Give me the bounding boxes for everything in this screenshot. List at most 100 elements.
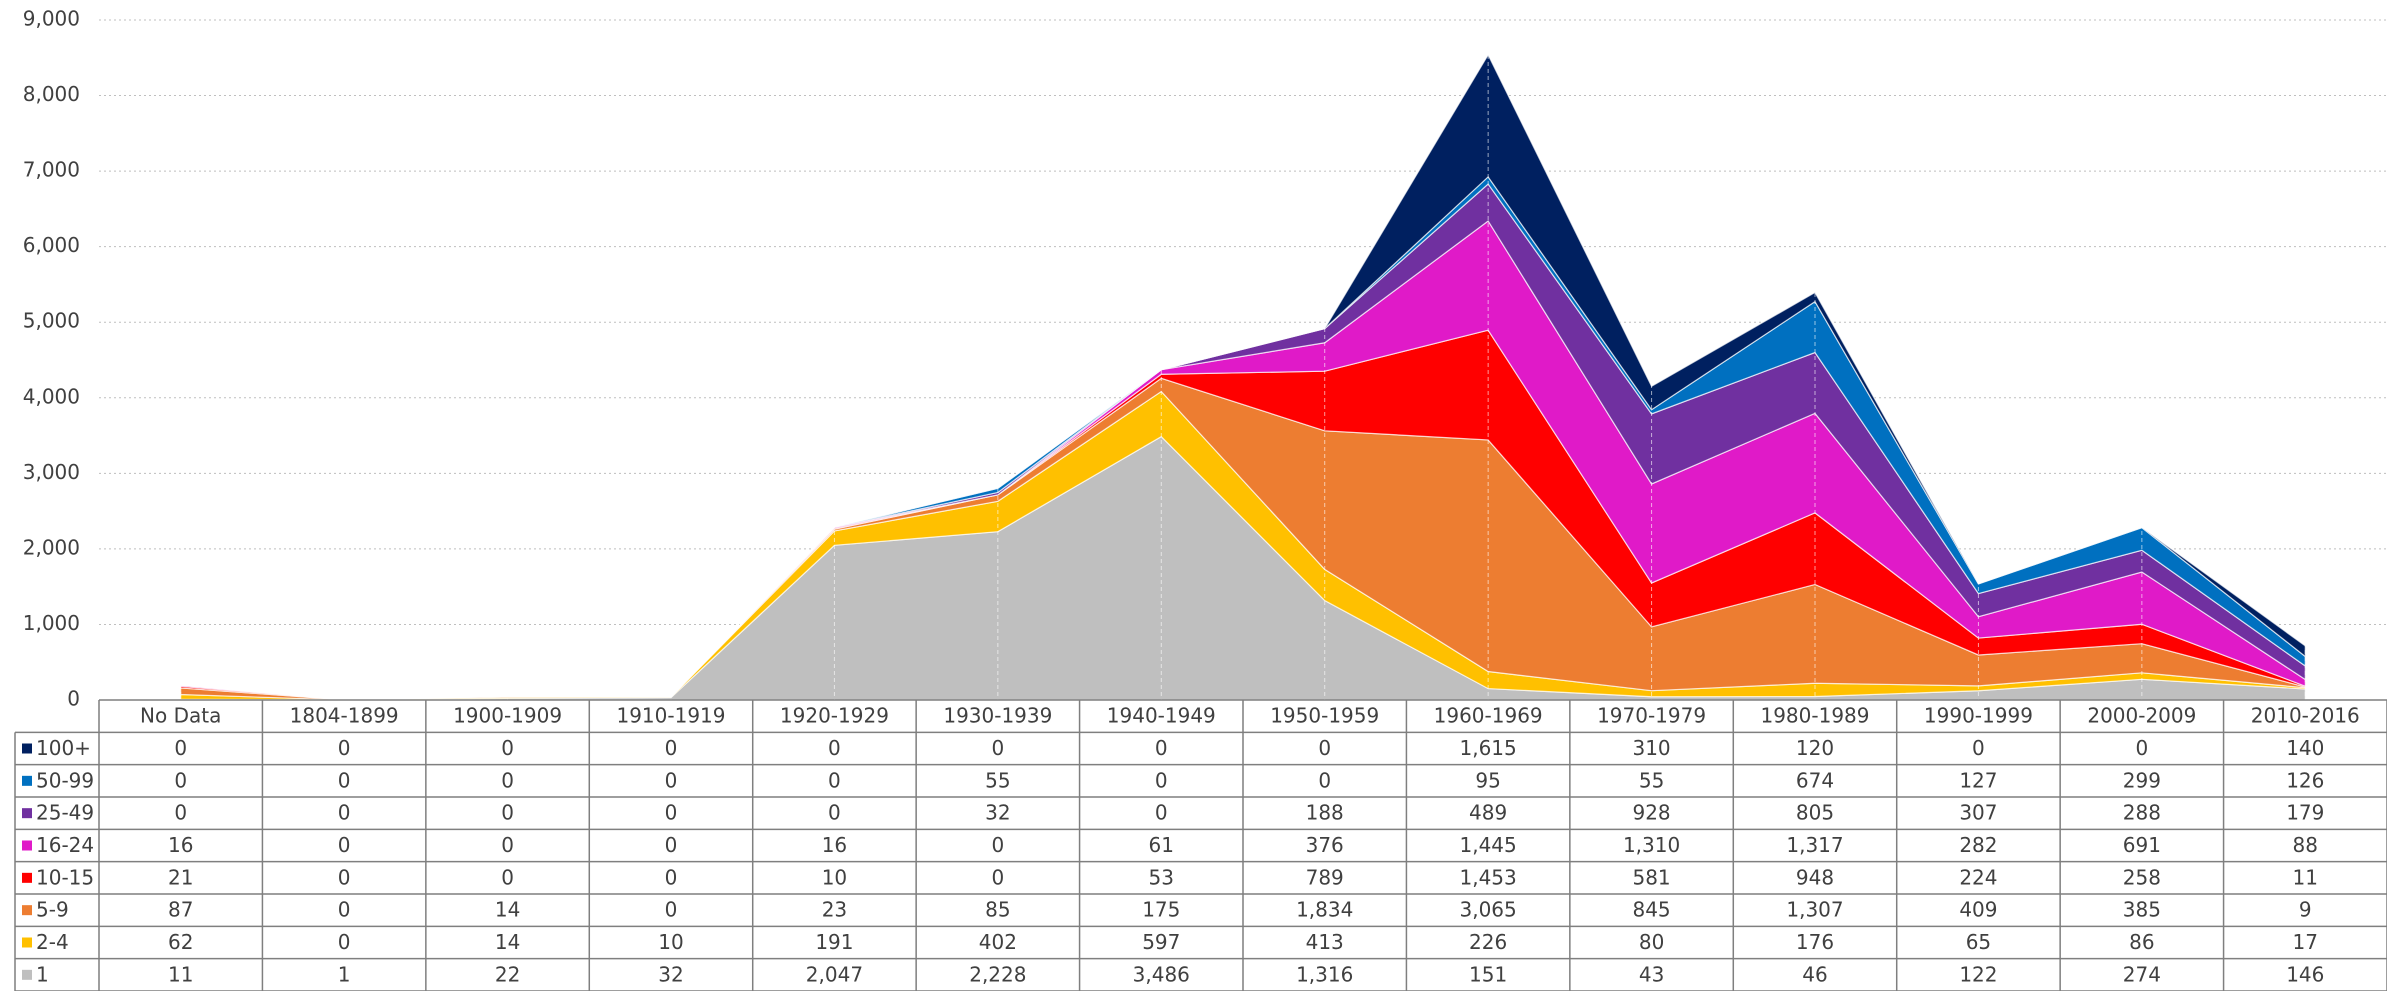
table-value: 597	[1142, 930, 1180, 954]
x-tick-label: 1804-1899	[290, 704, 399, 728]
table-value: 11	[168, 962, 193, 986]
table-value: 21	[168, 865, 193, 889]
table-value: 0	[828, 801, 841, 825]
table-value: 175	[1142, 898, 1180, 922]
legend-key	[22, 969, 32, 980]
table-value: 489	[1469, 801, 1507, 825]
table-value: 0	[1318, 768, 1331, 792]
legend-key	[22, 808, 32, 819]
table-value: 1,453	[1460, 865, 1517, 889]
table-value: 0	[665, 768, 678, 792]
y-tick-label: 4,000	[23, 384, 80, 408]
legend-label: 25-49	[36, 801, 94, 825]
table-value: 11	[2293, 865, 2318, 889]
table-value: 2,228	[969, 962, 1026, 986]
x-tick-label: 1930-1939	[943, 704, 1052, 728]
x-tick-label: 1900-1909	[453, 704, 562, 728]
y-tick-label: 2,000	[23, 535, 80, 559]
table-value: 191	[815, 930, 853, 954]
table-value: 61	[1149, 833, 1174, 857]
table-value: 10	[658, 930, 683, 954]
table-value: 274	[2123, 962, 2161, 986]
table-value: 307	[1959, 801, 1997, 825]
y-tick-label: 1,000	[23, 611, 80, 635]
y-tick-label: 7,000	[23, 158, 80, 182]
table-value: 1,445	[1460, 833, 1517, 857]
x-tick-label: No Data	[140, 704, 221, 728]
table-value: 55	[985, 768, 1010, 792]
legend-label: 100+	[36, 736, 91, 760]
table-value: 32	[658, 962, 683, 986]
legend-label: 1	[36, 962, 49, 986]
table-value: 14	[495, 898, 520, 922]
table-value: 0	[1972, 736, 1985, 760]
table-value: 1,316	[1296, 962, 1353, 986]
table-value: 0	[1155, 801, 1168, 825]
table-value: 122	[1959, 962, 1997, 986]
table-value: 0	[501, 801, 514, 825]
table-value: 126	[2286, 768, 2324, 792]
table-value: 22	[495, 962, 520, 986]
y-tick-label: 9,000	[23, 7, 80, 31]
table-value: 17	[2293, 930, 2318, 954]
table-value: 224	[1959, 865, 1997, 889]
legend-key	[22, 872, 32, 883]
table-value: 385	[2123, 898, 2161, 922]
table-value: 151	[1469, 962, 1507, 986]
x-tick-label: 1970-1979	[1597, 704, 1706, 728]
table-value: 0	[1155, 768, 1168, 792]
table-value: 674	[1796, 768, 1834, 792]
legend-key	[22, 937, 32, 948]
table-value: 1,317	[1786, 833, 1843, 857]
table-value: 226	[1469, 930, 1507, 954]
table-value: 0	[174, 768, 187, 792]
table-value: 0	[338, 801, 351, 825]
table-value: 409	[1959, 898, 1997, 922]
table-value: 46	[1802, 962, 1827, 986]
table-value: 0	[501, 833, 514, 857]
table-value: 0	[665, 865, 678, 889]
table-value: 62	[168, 930, 193, 954]
x-tick-label: 1950-1959	[1270, 704, 1379, 728]
legend-label: 16-24	[36, 833, 94, 857]
table-value: 288	[2123, 801, 2161, 825]
legend-label: 2-4	[36, 930, 69, 954]
legend-label: 10-15	[36, 865, 94, 889]
table-value: 176	[1796, 930, 1834, 954]
x-tick-label: 1990-1999	[1924, 704, 2033, 728]
table-value: 14	[495, 930, 520, 954]
table-value: 120	[1796, 736, 1834, 760]
legend-label: 50-99	[36, 768, 94, 792]
table-value: 376	[1306, 833, 1344, 857]
table-value: 0	[501, 865, 514, 889]
table-value: 16	[168, 833, 193, 857]
table-value: 0	[991, 736, 1004, 760]
table-value: 299	[2123, 768, 2161, 792]
table-value: 0	[501, 736, 514, 760]
x-tick-label: 1940-1949	[1107, 704, 1216, 728]
table-value: 1,834	[1296, 898, 1353, 922]
table-value: 3,065	[1460, 898, 1517, 922]
table-value: 65	[1966, 930, 1991, 954]
table-value: 53	[1149, 865, 1174, 889]
table-value: 0	[338, 898, 351, 922]
y-tick-label: 8,000	[23, 82, 80, 106]
table-value: 9	[2299, 898, 2312, 922]
table-value: 805	[1796, 801, 1834, 825]
table-value: 188	[1306, 801, 1344, 825]
table-value: 179	[2286, 801, 2324, 825]
table-value: 0	[174, 801, 187, 825]
table-value: 0	[828, 768, 841, 792]
table-value: 16	[822, 833, 847, 857]
table-value: 10	[822, 865, 847, 889]
y-tick-label: 6,000	[23, 233, 80, 257]
table-value: 0	[991, 865, 1004, 889]
table-value: 80	[1639, 930, 1664, 954]
table-value: 1,307	[1786, 898, 1843, 922]
table-value: 0	[338, 736, 351, 760]
legend-label: 5-9	[36, 898, 69, 922]
table-value: 0	[665, 898, 678, 922]
table-value: 413	[1306, 930, 1344, 954]
x-tick-label: 2000-2009	[2087, 704, 2196, 728]
